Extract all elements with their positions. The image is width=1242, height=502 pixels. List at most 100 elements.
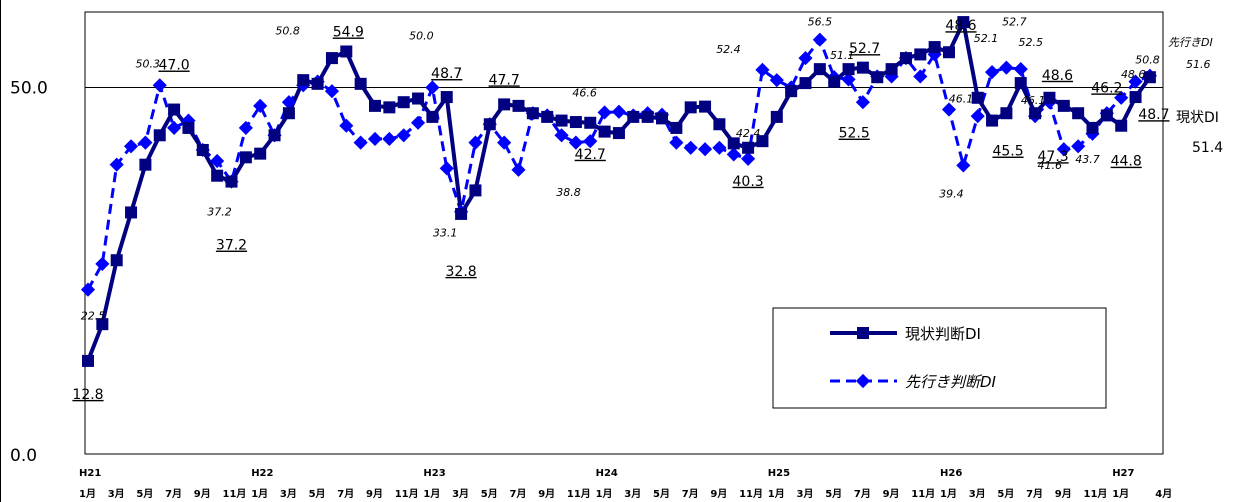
marker-current [656,112,668,125]
data-label-future: 39.4 [939,187,964,200]
data-label-future: 22.5 [81,310,106,323]
marker-current [1029,107,1042,120]
marker-future [425,80,440,95]
marker-current [469,184,482,197]
marker-future [210,153,225,169]
x-tick-month-label: 7月 [337,488,354,500]
y-tick-label: 50.0 [10,79,48,99]
x-tick-month-label: 3月 [624,488,641,500]
marker-current [512,99,525,112]
data-label-current: 12.8 [72,387,103,403]
marker-future [339,118,354,133]
x-tick-year-label: H23 [423,468,445,479]
data-label-future: 52.5 [1019,36,1044,49]
marker-current [770,110,783,123]
marker-current [699,100,712,113]
x-tick-year-label: H24 [596,468,618,479]
marker-current [455,207,468,220]
data-label-current: 32.8 [446,264,477,280]
marker-current [928,41,941,54]
x-tick-month-label: 11月 [739,488,763,500]
marker-current [670,121,683,134]
x-tick-month-label: 9月 [710,488,727,500]
x-tick-month-label: 3月 [452,488,469,500]
marker-future [741,151,756,166]
marker-current [627,110,640,123]
marker-future [583,134,598,149]
marker-current [96,318,109,331]
marker-future [1071,139,1086,154]
marker-current [1086,121,1099,134]
x-tick-month-label: 11月 [395,488,419,500]
marker-current [986,114,999,127]
marker-current [871,71,884,84]
marker-future [941,102,957,117]
data-label-future: 52.4 [716,43,741,56]
marker-current [412,92,425,105]
data-label-current: 52.7 [849,41,880,57]
x-tick-month-label: 1月 [251,488,268,500]
marker-current [168,103,181,116]
marker-current [268,129,281,142]
marker-future [841,72,856,87]
marker-future [812,32,827,47]
data-label-current: 40.3 [733,174,764,190]
data-label-future: 50.8 [275,25,300,38]
marker-current [756,135,769,148]
marker-current [742,141,755,154]
marker-current [957,16,970,29]
marker-current [1129,91,1142,104]
data-label-current: 48.7 [431,66,462,82]
marker-future [382,131,397,147]
end-label-future-value: 51.6 [1186,58,1211,71]
data-label-current: 45.5 [992,144,1023,160]
marker-current [153,129,166,142]
marker-current [799,77,812,90]
marker-future [683,140,698,155]
data-label-future: 50.8 [1135,54,1160,67]
data-label-future: 33.1 [433,227,458,240]
marker-current [211,169,224,182]
data-label-future: 37.2 [207,206,232,219]
marker-current [239,151,252,164]
marker-current [311,77,324,90]
data-label-current: 54.9 [333,24,364,40]
marker-current [1115,119,1128,132]
data-label-future: 56.5 [808,16,833,29]
marker-future [769,73,784,88]
marker-future [669,135,684,150]
data-label-current: 46.2 [1091,80,1122,96]
marker-current [340,45,353,58]
data-label-current: 47.3 [1038,149,1069,165]
marker-current [785,85,798,98]
marker-future [597,105,612,120]
marker-future [712,140,727,155]
data-label-future: 46.1 [1021,94,1046,107]
x-tick-month-label: 1月 [768,488,785,500]
x-tick-month-label: 5月 [653,488,670,500]
marker-current [225,175,238,188]
marker-current [943,46,955,59]
data-label-current: 48.6 [945,18,976,34]
marker-future [439,161,454,176]
marker-current [584,116,597,129]
marker-future [855,95,870,110]
marker-current [555,114,568,127]
x-tick-month-label: 7月 [165,488,182,500]
legend: 現状判断DI 先行き判断DI [772,307,1107,409]
marker-future [568,135,583,150]
marker-current [569,116,582,129]
marker-current [139,158,152,171]
x-tick-month-label: 3月 [797,488,814,500]
marker-current [1143,71,1156,84]
marker-future [999,60,1014,75]
marker-future [324,84,340,99]
x-tick-month-label: 1月 [423,488,440,500]
x-tick-month-label: 11月 [1084,488,1108,500]
data-label-future: 38.8 [556,186,581,199]
x-tick-month-label: 11月 [911,488,935,500]
marker-current [914,48,927,61]
marker-current [325,52,338,65]
